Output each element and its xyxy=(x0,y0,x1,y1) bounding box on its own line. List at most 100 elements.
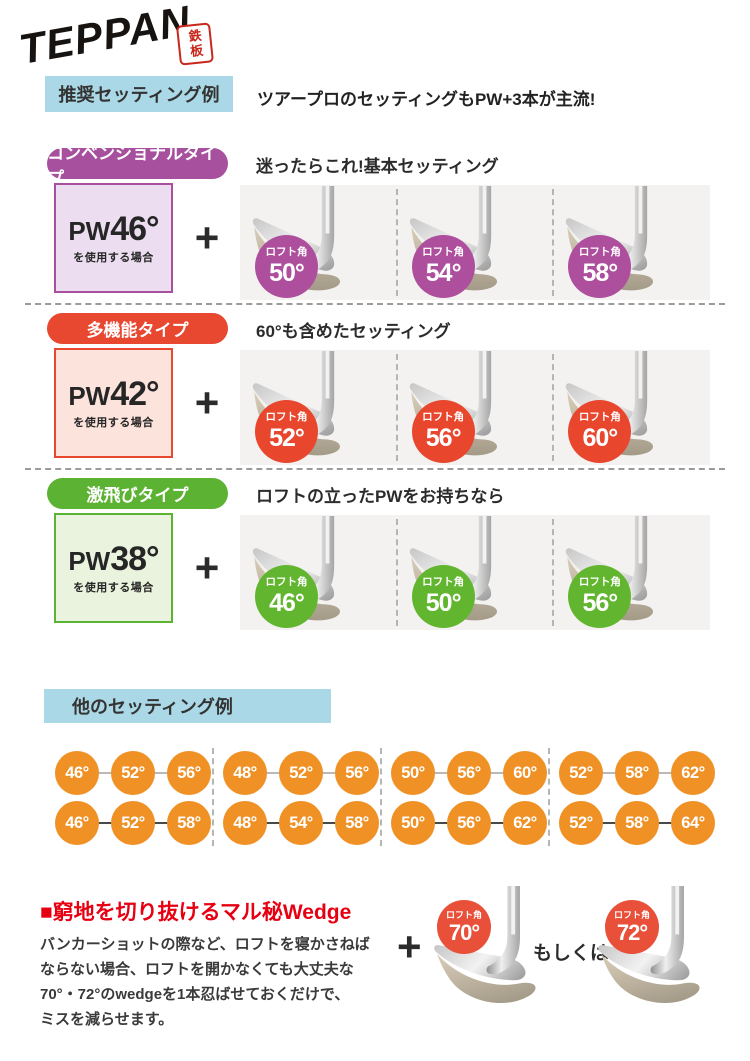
degree-circle: 56° xyxy=(447,751,491,795)
loft-degree: 70° xyxy=(448,919,480,945)
loft-badge: ロフト角 54° xyxy=(411,235,475,298)
section-subtitle: 60°も含めたセッティング xyxy=(256,322,451,341)
loft-badge: ロフト角 50° xyxy=(255,235,318,298)
degree-circle: 52° xyxy=(111,801,155,845)
setting-combo: 52° 58° 64° xyxy=(548,801,716,845)
pw-prefix: PW xyxy=(68,545,111,576)
degree-circle: 50° xyxy=(391,801,435,845)
column-divider xyxy=(212,748,214,846)
degree-circle: 52° xyxy=(279,751,323,795)
degree-circle: 48° xyxy=(223,751,267,795)
wedge-slot: ロフト角 56° xyxy=(552,515,710,630)
loft-label: ロフト角 xyxy=(422,411,465,424)
pw-prefix: PW xyxy=(68,380,111,411)
loft-degree: 58° xyxy=(582,258,618,287)
wedge-slot: ロフト角 54° xyxy=(395,185,554,300)
degree-circle: 56° xyxy=(447,801,491,845)
degree-circle: 58° xyxy=(167,801,211,845)
setting-column: 48° 52° 56° 48° 54° 58° xyxy=(212,745,380,849)
loft-degree: 50° xyxy=(269,258,305,287)
loft-degree: 60° xyxy=(582,423,618,452)
pw-note: を使用する場合 xyxy=(73,416,154,429)
loft-degree: 72° xyxy=(616,919,648,945)
secret-wedge-heading: ■窮地を切り抜けるマル秘Wedge xyxy=(40,901,352,924)
loft-degree: 46° xyxy=(269,588,305,617)
loft-badge: ロフト角 58° xyxy=(568,235,632,298)
pw-note: を使用する場合 xyxy=(73,581,154,594)
recommended-settings-badge: 推奨セッティング例 xyxy=(45,76,233,112)
degree-circle: 62° xyxy=(503,801,547,845)
degree-circle: 54° xyxy=(279,801,323,845)
section-divider xyxy=(25,303,725,305)
loft-degree: 52° xyxy=(269,423,305,452)
setting-combo: 46° 52° 56° xyxy=(44,751,212,795)
type-badge-conventional: コンベンショナルタイプ xyxy=(47,144,228,188)
setting-column: 50° 56° 60° 50° 56° 62° xyxy=(380,745,548,849)
degree-circle: 58° xyxy=(615,751,659,795)
wedge-slot: ロフト角 56° xyxy=(395,350,554,465)
body-line: ミスを減らせます。 xyxy=(40,1011,174,1028)
loft-label: ロフト角 xyxy=(578,411,621,424)
wedge-slot: ロフト角 58° xyxy=(552,185,710,300)
setting-combo: 48° 54° 58° xyxy=(212,801,380,845)
setting-combo: 52° 58° 62° xyxy=(548,751,716,795)
setting-combo: 50° 56° 62° xyxy=(380,801,548,845)
degree-circle: 52° xyxy=(559,801,603,845)
degree-circle: 52° xyxy=(111,751,155,795)
loft-degree: 54° xyxy=(425,258,462,287)
setting-column: 46° 52° 56° 46° 52° 58° xyxy=(44,745,212,849)
degree-circle: 46° xyxy=(55,751,99,795)
wedge-slot: ロフト角 46° xyxy=(240,515,397,630)
body-line: ならない場合、ロフトを開かなくても大丈夫な xyxy=(40,961,354,978)
plus-sign: + xyxy=(194,214,220,261)
pw-degree: 38° xyxy=(110,539,159,578)
degree-circle: 56° xyxy=(335,751,379,795)
setting-combo: 50° 56° 60° xyxy=(380,751,548,795)
loft-label: ロフト角 xyxy=(422,246,465,259)
loft-degree: 56° xyxy=(582,588,618,617)
headline: ツアープロのセッティングもPW+3本が主流! xyxy=(257,90,596,109)
pw-degree: 46° xyxy=(110,209,159,248)
plus-sign: + xyxy=(194,544,220,591)
setting-section-conventional: コンベンショナルタイプ 迷ったらこれ!基本セッティング PW46° を使用する場… xyxy=(0,144,750,305)
degree-circle: 60° xyxy=(503,751,547,795)
pw-title: PW42° xyxy=(68,377,159,411)
degree-circle: 58° xyxy=(335,801,379,845)
loft-label: ロフト角 xyxy=(445,909,482,920)
section-divider xyxy=(25,468,725,470)
teppan-stamp-icon: 鉄板 xyxy=(176,22,214,66)
loft-label: ロフト角 xyxy=(578,246,621,259)
type-badge-distance: 激飛びタイプ xyxy=(47,478,228,509)
degree-circle: 50° xyxy=(391,751,435,795)
section-subtitle: 迷ったらこれ!基本セッティング xyxy=(256,157,499,176)
wedge-slot: ロフト角 60° xyxy=(552,350,710,465)
wedge-slot: ロフト角 52° xyxy=(240,350,397,465)
pw-title: PW46° xyxy=(68,209,159,248)
setting-combo: 48° 52° 56° xyxy=(212,751,380,795)
wedge-slot: ロフト角 50° xyxy=(240,185,397,300)
column-divider xyxy=(380,748,382,846)
degree-circle: 58° xyxy=(615,801,659,845)
teppan-logo: TEPPAN xyxy=(15,0,195,74)
degree-circle: 48° xyxy=(223,801,267,845)
loft-label: ロフト角 xyxy=(578,576,621,589)
body-line: バンカーショットの際など、ロフトを寝かさねば xyxy=(40,936,370,953)
setting-section-distance: 激飛びタイプ ロフトの立ったPWをお持ちなら PW38° を使用する場合 + ロ… xyxy=(0,475,750,635)
wedge-panel: ロフト角 46° ロフト角 50° ロフト角 56° xyxy=(240,515,710,630)
section-subtitle: ロフトの立ったPWをお持ちなら xyxy=(256,487,505,506)
pw-box: PW42° を使用する場合 xyxy=(54,348,173,458)
loft-degree: 56° xyxy=(425,423,462,452)
wedge-slot: ロフト角 50° xyxy=(395,515,554,630)
pw-note: を使用する場合 xyxy=(73,251,154,264)
loft-badge: ロフト角 52° xyxy=(255,400,318,463)
loft-label: ロフト角 xyxy=(265,411,308,424)
loft-badge: ロフト角 46° xyxy=(255,565,318,628)
plus-sign: + xyxy=(397,923,422,970)
body-line: 70°・72°のwedgeを1本忍ばせておくだけで、 xyxy=(40,986,350,1003)
loft-badge: ロフト角 60° xyxy=(568,400,632,463)
loft-badge: ロフト角 50° xyxy=(411,565,475,628)
plus-sign: + xyxy=(194,379,220,426)
or-text: もしくは xyxy=(533,943,610,964)
loft-degree: 50° xyxy=(425,588,462,617)
